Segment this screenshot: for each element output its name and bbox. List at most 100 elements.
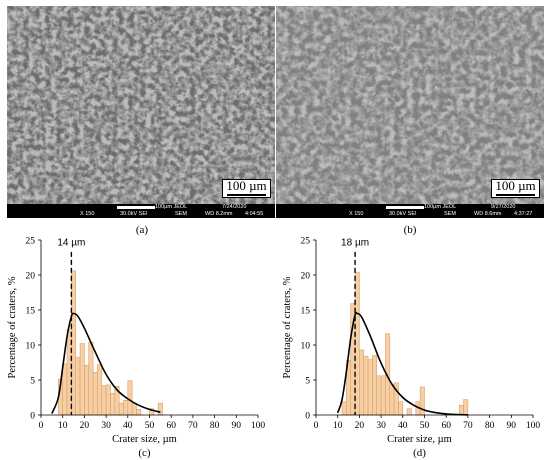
- histogram-bar-d: [406, 408, 412, 416]
- histogram-bar-d: [419, 386, 425, 416]
- x-tick-label-d: 10: [333, 421, 343, 431]
- y-tick-label-c: 25: [26, 237, 36, 247]
- histogram-chart-c: 14 µm 0 10 20 30 40 50 60 70 80 90 100 0 5 10 15 20 25 Cra…: [7, 237, 266, 460]
- caption-c: (c): [138, 447, 151, 459]
- sem-info-bar-a: 100µm JEOL 7/24/2020 X 150 30.0kV SEI SE…: [7, 204, 275, 218]
- info-wd-a: WD 8.2mm: [205, 211, 233, 217]
- info-time-a: 4:04:55: [245, 211, 264, 217]
- y-tick-label-d: 0: [305, 412, 310, 422]
- histogram-bar-d: [380, 375, 386, 416]
- caption-b: (b): [403, 224, 417, 236]
- x-tick-label-c: 80: [210, 421, 220, 431]
- info-kv-a: 30.0kV SEI: [120, 211, 148, 217]
- sem-info-bar-b: 100µm JEOL 9/27/2020 X 150 30.0kV SEI SE…: [276, 204, 544, 218]
- x-tick-label-c: 0: [39, 421, 44, 431]
- y-tick-label-c: 15: [26, 307, 36, 317]
- x-tick-label-c: 40: [123, 421, 133, 431]
- y-axis-label-d: Percentage of craters, %: [282, 276, 293, 378]
- x-tick-label-d: 70: [463, 421, 473, 431]
- info-wd-b: WD 8.6mm: [474, 211, 502, 217]
- scale-bar-a: [117, 206, 155, 209]
- histogram-bar-c: [118, 402, 124, 416]
- x-tick-label-d: 60: [441, 421, 451, 431]
- histogram-bar-c: [62, 363, 68, 416]
- sem-image-a: 100 µm 100µm JEOL 7/24/2020 X 150 30.0kV…: [7, 6, 275, 218]
- info-sem-a: SEM: [175, 211, 187, 217]
- x-tick-label-d: 30: [376, 421, 386, 431]
- histogram-bar-c: [75, 357, 81, 416]
- histogram-bar-d: [458, 404, 464, 416]
- x-tick-label-d: 0: [314, 421, 319, 431]
- x-axis-label-c: Crater size, µm: [112, 434, 177, 445]
- info-date-b: 9/27/2020: [491, 204, 516, 210]
- mode-label-c: 14 µm: [57, 238, 85, 249]
- info-mag-a: X 150: [80, 211, 95, 217]
- histogram-bar-c: [110, 393, 116, 416]
- histogram-bar-c: [123, 400, 129, 416]
- y-tick-label-d: 10: [301, 342, 311, 352]
- histogram-bar-d: [367, 359, 373, 416]
- sem-image-b: 100 µm 100µm JEOL 9/27/2020 X 150 30.0kV…: [276, 6, 544, 218]
- x-tick-label-d: 100: [526, 421, 541, 431]
- info-kv-b: 30.0kV SEI: [389, 211, 417, 217]
- histogram-bar-d: [372, 355, 378, 416]
- x-tick-label-d: 20: [355, 421, 365, 431]
- histogram-bar-c: [101, 385, 107, 416]
- y-tick-label-c: 0: [30, 412, 35, 422]
- x-tick-label-d: 90: [507, 421, 517, 431]
- x-tick-label-d: 50: [420, 421, 430, 431]
- x-tick-label-c: 30: [101, 421, 111, 431]
- scale-label-b: 100 µm: [491, 179, 540, 198]
- histogram-bar-c: [92, 372, 98, 416]
- x-tick-label-c: 10: [58, 421, 68, 431]
- histogram-bar-c: [131, 403, 137, 416]
- fit-curve-d: [336, 311, 468, 416]
- y-tick-label-c: 20: [26, 272, 36, 282]
- info-scale-text-a: 100µm JEOL: [155, 204, 188, 210]
- histogram-bar-c: [84, 365, 90, 416]
- histogram-bar-d: [359, 349, 365, 416]
- x-tick-label-c: 90: [232, 421, 242, 431]
- histogram-bar-c: [157, 402, 163, 416]
- histogram-bar-c: [97, 364, 103, 416]
- y-tick-label-d: 15: [301, 307, 311, 317]
- y-tick-label-d: 5: [305, 377, 310, 387]
- y-tick-label-d: 25: [301, 237, 311, 247]
- caption-d: (d): [413, 447, 426, 459]
- mode-label-d: 18 µm: [341, 238, 369, 249]
- histogram-bar-d: [363, 355, 369, 416]
- info-scale-text-b: 100µm JEOL: [424, 204, 457, 210]
- histogram-bar-c: [105, 384, 111, 416]
- info-time-b: 4:37:27: [514, 211, 533, 217]
- info-date-a: 7/24/2020: [222, 204, 247, 210]
- x-tick-label-c: 60: [166, 421, 176, 431]
- histogram-bar-d: [389, 384, 395, 416]
- histogram-bar-d: [398, 401, 404, 416]
- histogram-bar-c: [79, 343, 85, 416]
- histogram-bar-d: [341, 401, 347, 416]
- x-tick-label-d: 40: [398, 421, 408, 431]
- histogram-bar-c: [127, 380, 133, 416]
- x-tick-label-c: 50: [145, 421, 155, 431]
- histogram-bar-c: [136, 409, 142, 416]
- sem-texture-a: [7, 6, 275, 204]
- y-tick-label-c: 10: [26, 342, 36, 352]
- histogram-bar-d: [463, 399, 469, 416]
- histogram-bar-d: [376, 375, 382, 416]
- fit-curve-c: [51, 312, 161, 414]
- y-tick-label-d: 20: [301, 272, 311, 282]
- histogram-bar-c: [88, 341, 94, 416]
- x-tick-label-c: 70: [188, 421, 198, 431]
- scale-label-a: 100 µm: [222, 179, 271, 198]
- x-tick-label-c: 100: [251, 421, 266, 431]
- y-tick-label-c: 5: [30, 377, 35, 387]
- caption-a: (a): [135, 224, 149, 236]
- info-sem-b: SEM: [444, 211, 456, 217]
- x-axis-label-d: Crater size, µm: [387, 434, 452, 445]
- info-mag-b: X 150: [349, 211, 364, 217]
- scale-bar-b: [386, 206, 424, 209]
- y-axis-label-c: Percentage of craters, %: [7, 276, 18, 378]
- sem-texture-b: [276, 6, 544, 204]
- x-tick-label-c: 20: [80, 421, 90, 431]
- histogram-chart-d: 18 µm 0 10 20 30 40 50 60 70 80 90 100 0 5 10 15 20 25 Cra…: [282, 237, 541, 460]
